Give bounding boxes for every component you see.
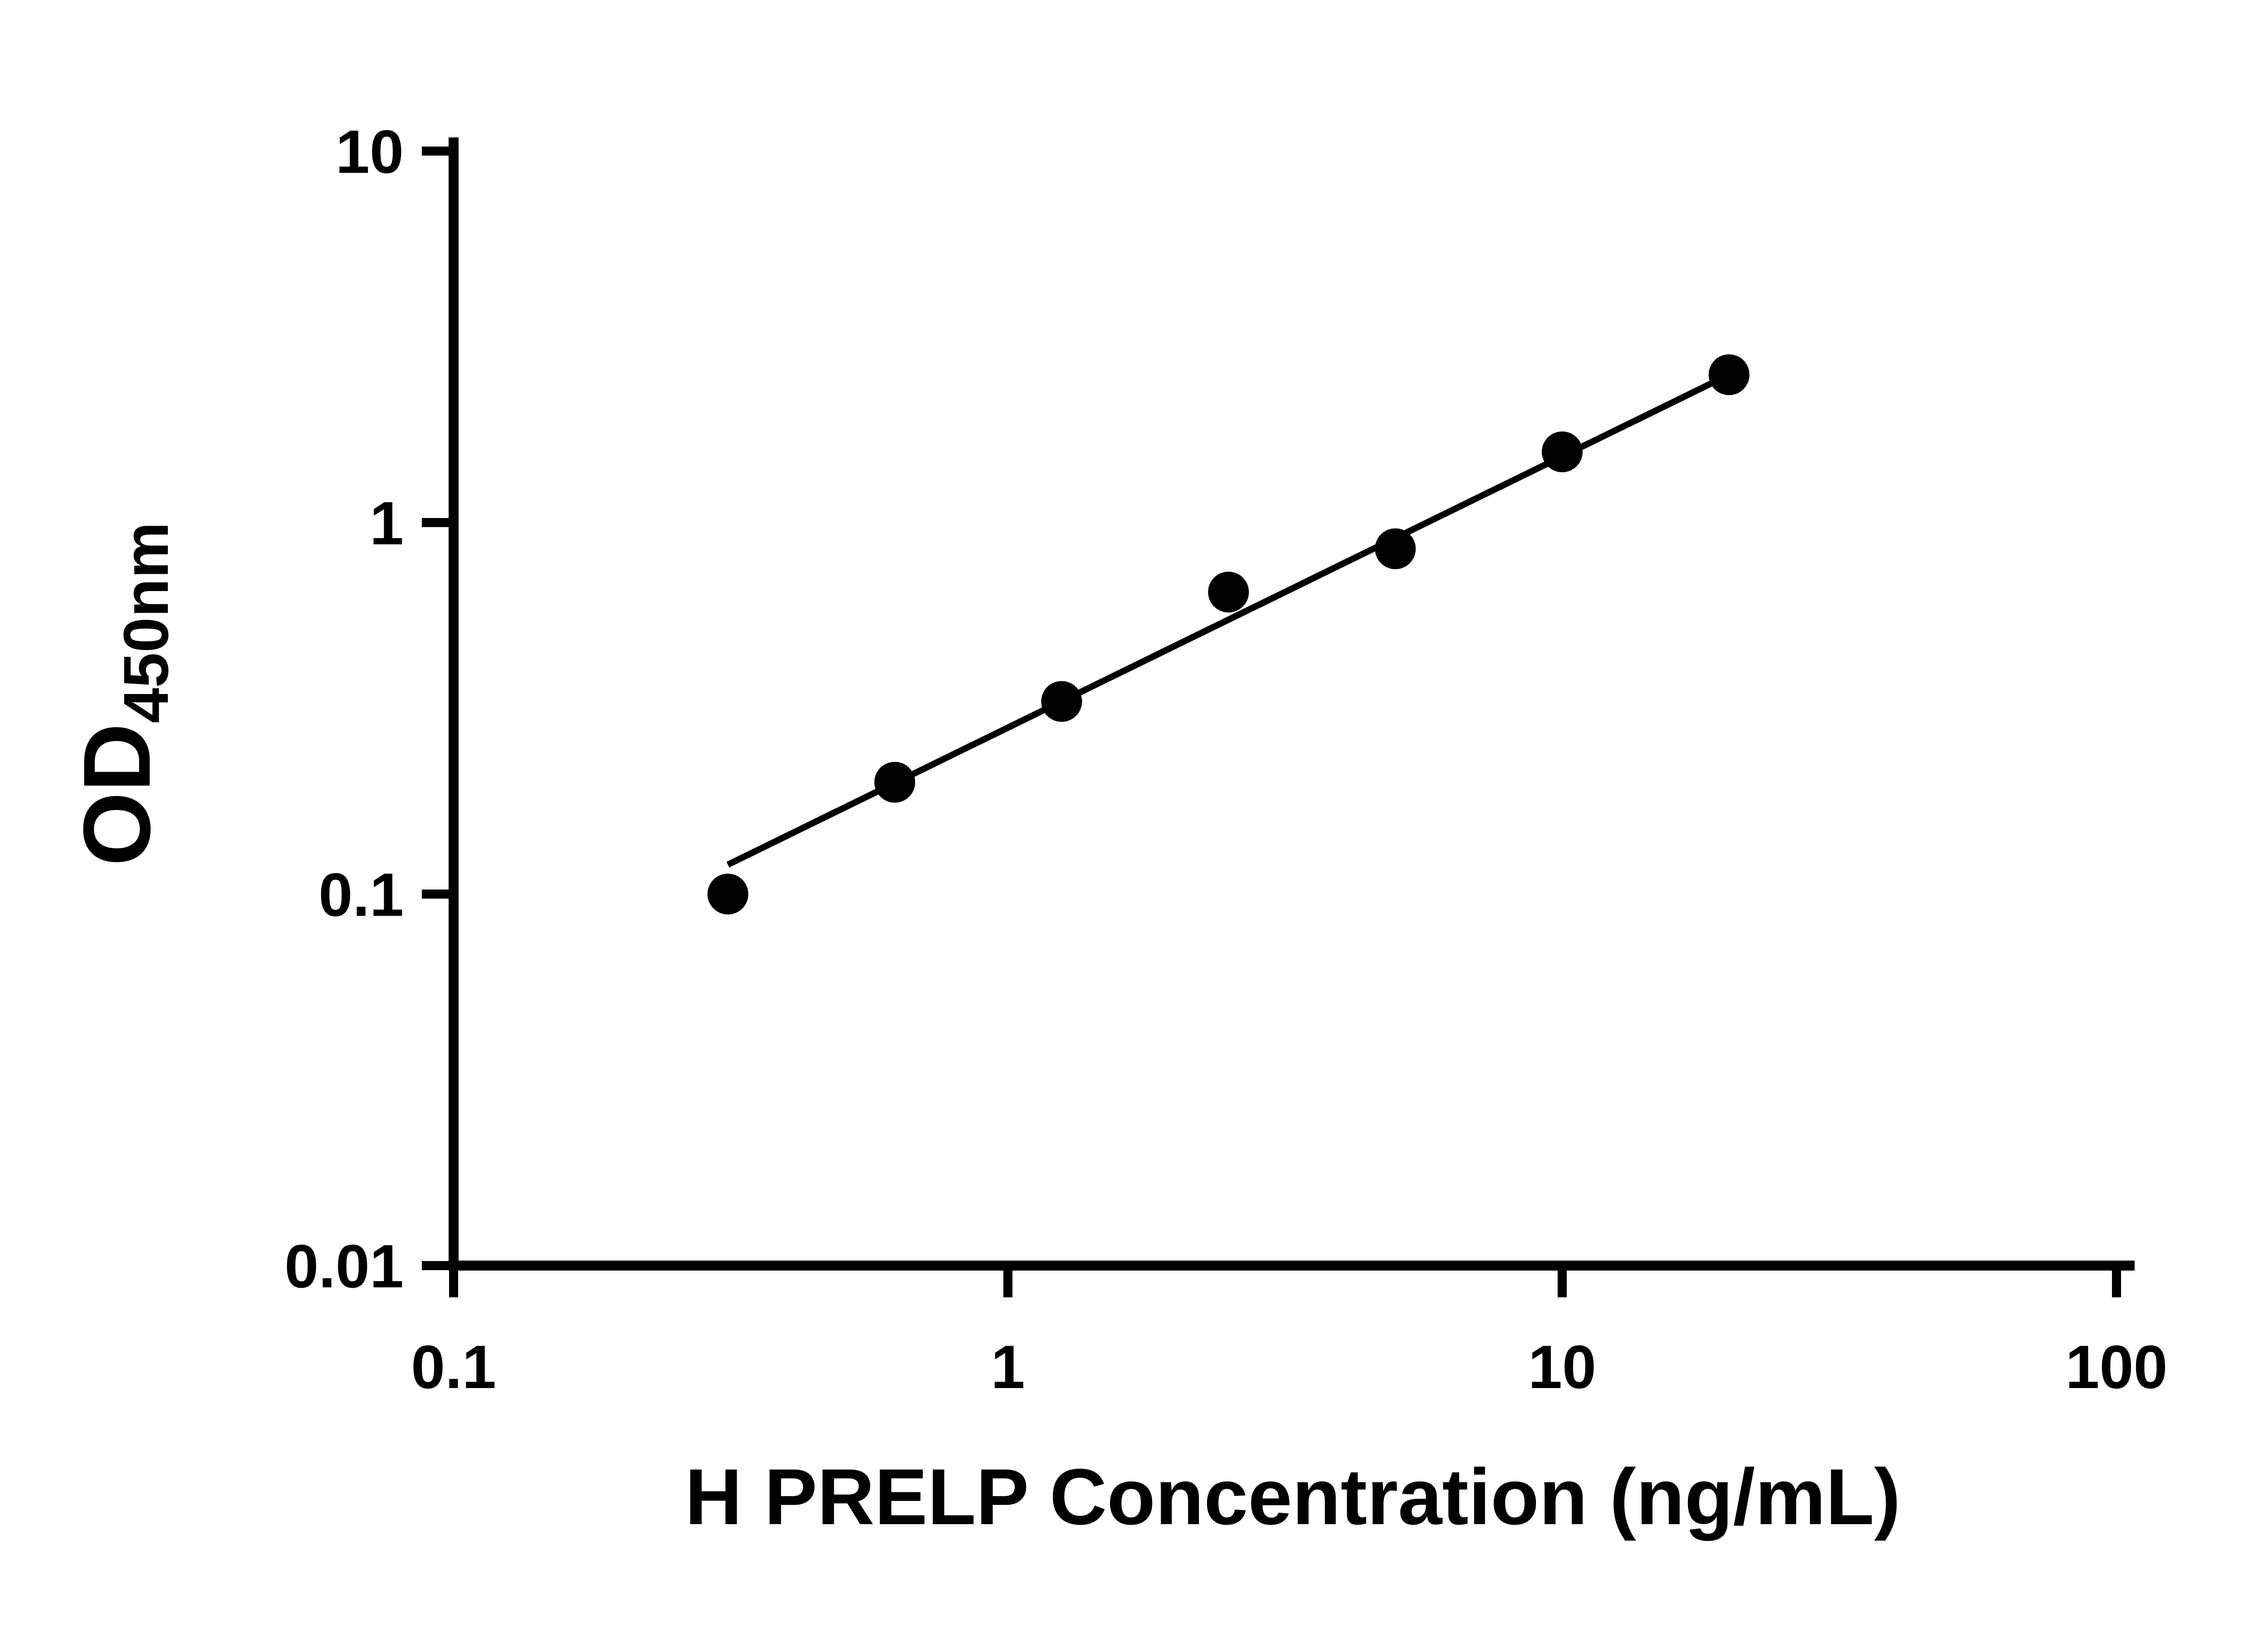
y-axis-title-sub: 450nm [110,522,181,724]
data-point [1208,572,1249,613]
y-tick-label: 1 [370,489,404,557]
y-tick-label: 10 [336,117,404,186]
data-point [707,874,748,914]
x-axis-title: H PRELP Concentration (ng/mL) [685,1453,1901,1541]
axes-lines [449,137,2135,1271]
y-axis-title: OD450nm [64,522,181,866]
data-point [874,762,915,803]
y-tick-label: 0.1 [318,861,404,929]
x-tick-label: 10 [1528,1333,1596,1401]
x-tick-label: 100 [2065,1333,2167,1401]
data-point [1041,681,1082,722]
data-point [1542,431,1583,473]
data-point [1375,528,1416,569]
y-axis-title-main: OD [64,723,170,866]
data-point [1708,354,1750,396]
x-tick-label: 0.1 [411,1333,496,1401]
x-tick-label: 1 [991,1333,1025,1401]
y-tick-label: 0.01 [284,1232,404,1301]
